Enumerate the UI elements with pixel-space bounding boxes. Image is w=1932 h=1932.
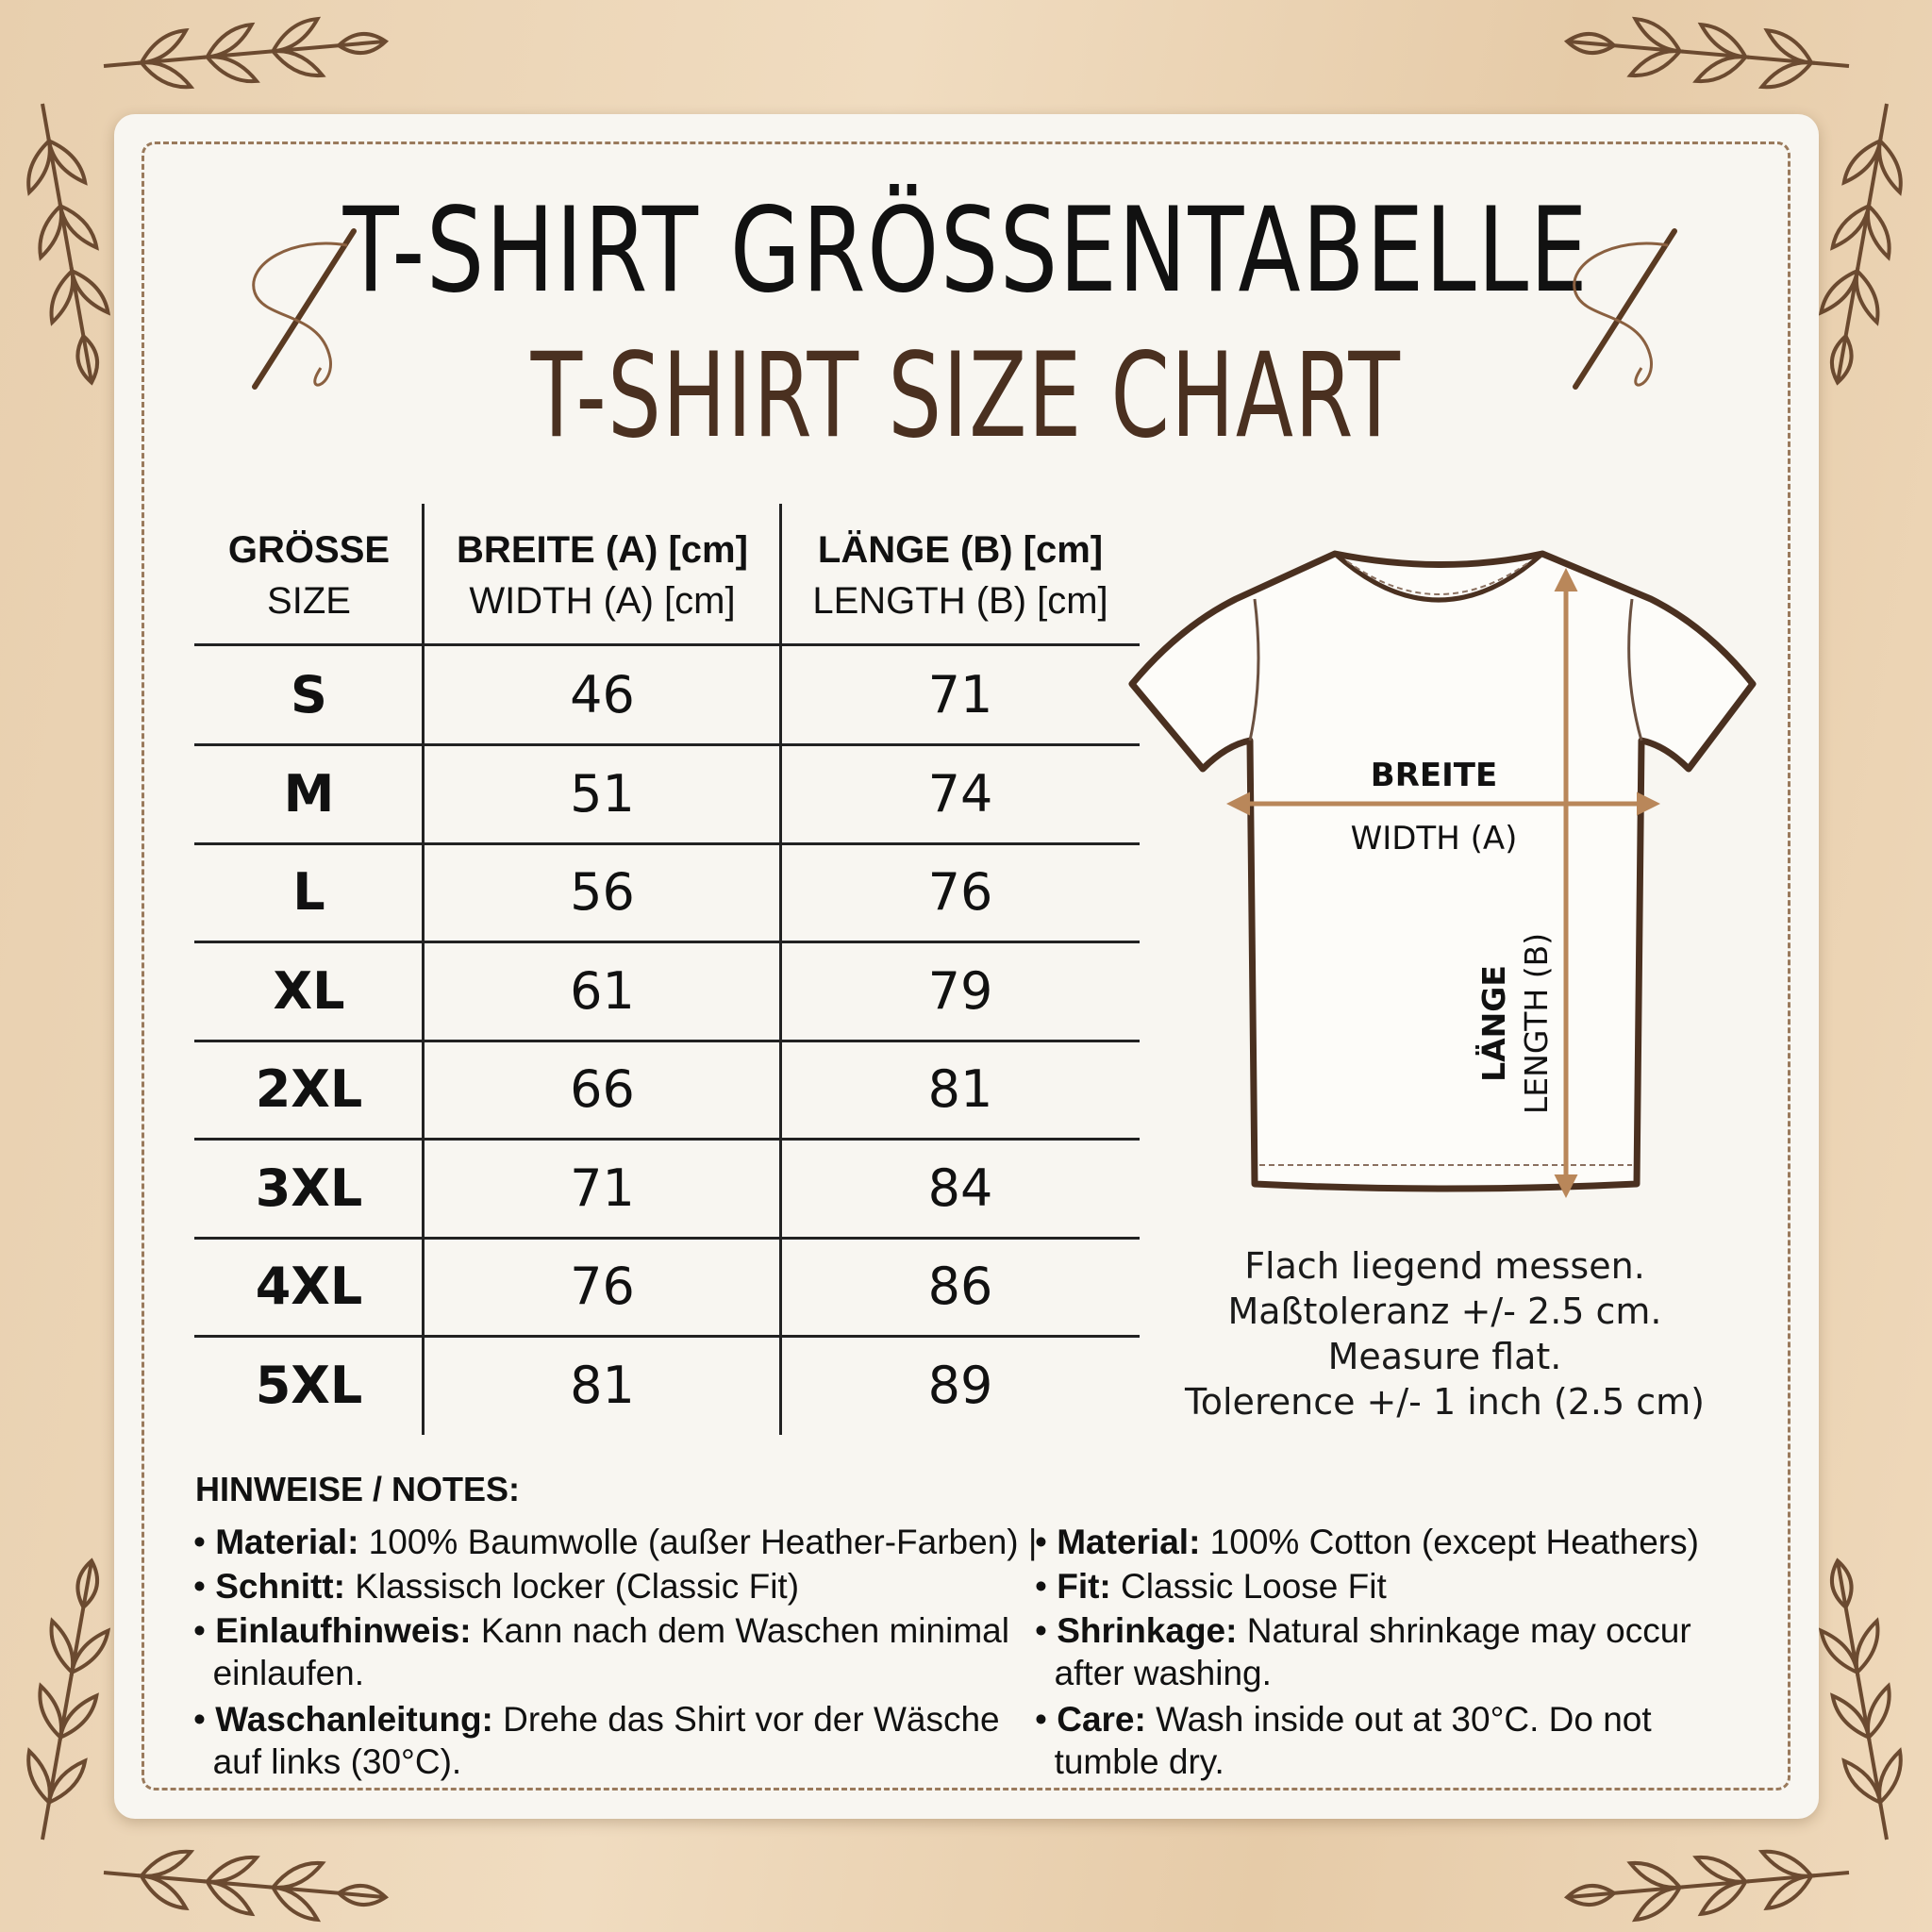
table-cell-width: 61 (570, 960, 635, 1021)
table-cell-size: L (292, 862, 325, 922)
table-cell-length: 86 (927, 1257, 993, 1316)
note-item-en: • Fit: Classic Loose Fit (1035, 1567, 1387, 1606)
measure-note: Maßtoleranz +/- 2.5 cm. (1227, 1291, 1662, 1332)
width-label-en: WIDTH (A) (1351, 820, 1518, 858)
table-cell-size: M (283, 763, 335, 824)
row-divider (194, 1138, 1140, 1141)
needle-thread-icon (1573, 228, 1677, 390)
table-cell-width: 71 (570, 1158, 635, 1218)
table-cell-size: XL (273, 960, 345, 1021)
table-cell-length: 81 (927, 1059, 993, 1119)
table-cell-size: 4XL (255, 1257, 363, 1316)
table-cell-width: 56 (570, 862, 635, 922)
row-divider (194, 1236, 1140, 1240)
note-item-de: • Schnitt: Klassisch locker (Classic Fit… (193, 1567, 800, 1606)
table-cell-length: 79 (927, 960, 993, 1021)
title-german: T-SHIRT GRÖSSENTABELLE (342, 183, 1590, 319)
title-english: T-SHIRT SIZE CHART (530, 328, 1402, 464)
length-label-de: LÄNGE (1474, 965, 1512, 1082)
measure-note: Tolerence +/- 1 inch (2.5 cm) (1185, 1381, 1705, 1423)
table-cell-length: 89 (927, 1355, 993, 1415)
table-cell-length: 84 (927, 1158, 993, 1218)
table-cell-width: 81 (570, 1355, 635, 1415)
measure-note: Measure flat. (1327, 1336, 1562, 1377)
note-item-en: • Material: 100% Cotton (except Heathers… (1035, 1523, 1699, 1561)
row-divider (194, 1039, 1140, 1042)
row-divider (194, 841, 1140, 845)
notes-heading: HINWEISE / NOTES: (195, 1470, 521, 1508)
table-cell-length: 71 (927, 665, 993, 724)
row-divider (194, 1335, 1140, 1338)
row-divider (194, 743, 1140, 746)
table-cell-size: S (291, 665, 327, 724)
note-item-de: • Material: 100% Baumwolle (außer Heathe… (193, 1523, 1038, 1561)
tshirt-outline (1128, 550, 1757, 1192)
note-item-de: • Einlaufhinweis: Kann nach dem Waschen … (193, 1611, 1009, 1692)
note-item-en: • Care: Wash inside out at 30°C. Do not … (1035, 1700, 1652, 1781)
header-length: LÄNGE (B) [cm] LENGTH (B) [cm] (812, 529, 1108, 622)
tshirt-diagram: BREITE WIDTH (A) LÄNGE LENGTH (B) (1128, 550, 1757, 1198)
header-size: GRÖSSE SIZE (227, 529, 391, 622)
measure-note: Flach liegend messen. (1244, 1245, 1645, 1287)
note-item-en: • Shrinkage: Natural shrinkage may occur… (1035, 1611, 1691, 1692)
table-cell-length: 74 (927, 763, 993, 824)
length-label-en: LENGTH (B) (1518, 933, 1555, 1114)
table-cell-length: 76 (927, 862, 993, 922)
row-divider (194, 941, 1140, 943)
header-width: BREITE (A) [cm] WIDTH (A) [cm] (457, 529, 748, 622)
note-item-de: • Waschanleitung: Drehe das Shirt vor de… (193, 1700, 1000, 1781)
table-cell-size: 5XL (255, 1355, 363, 1415)
table-cell-width: 66 (570, 1059, 635, 1119)
column-divider (422, 504, 425, 1435)
header-divider (194, 643, 1140, 646)
column-divider (779, 504, 782, 1435)
width-label-de: BREITE (1371, 757, 1497, 794)
table-cell-width: 46 (570, 665, 635, 724)
dashed-border (142, 142, 1790, 1790)
table-cell-size: 3XL (255, 1158, 363, 1218)
table-cell-width: 76 (570, 1257, 635, 1316)
table-cell-width: 51 (570, 763, 635, 824)
needle-thread-icon (252, 228, 357, 390)
table-cell-size: 2XL (255, 1059, 363, 1119)
